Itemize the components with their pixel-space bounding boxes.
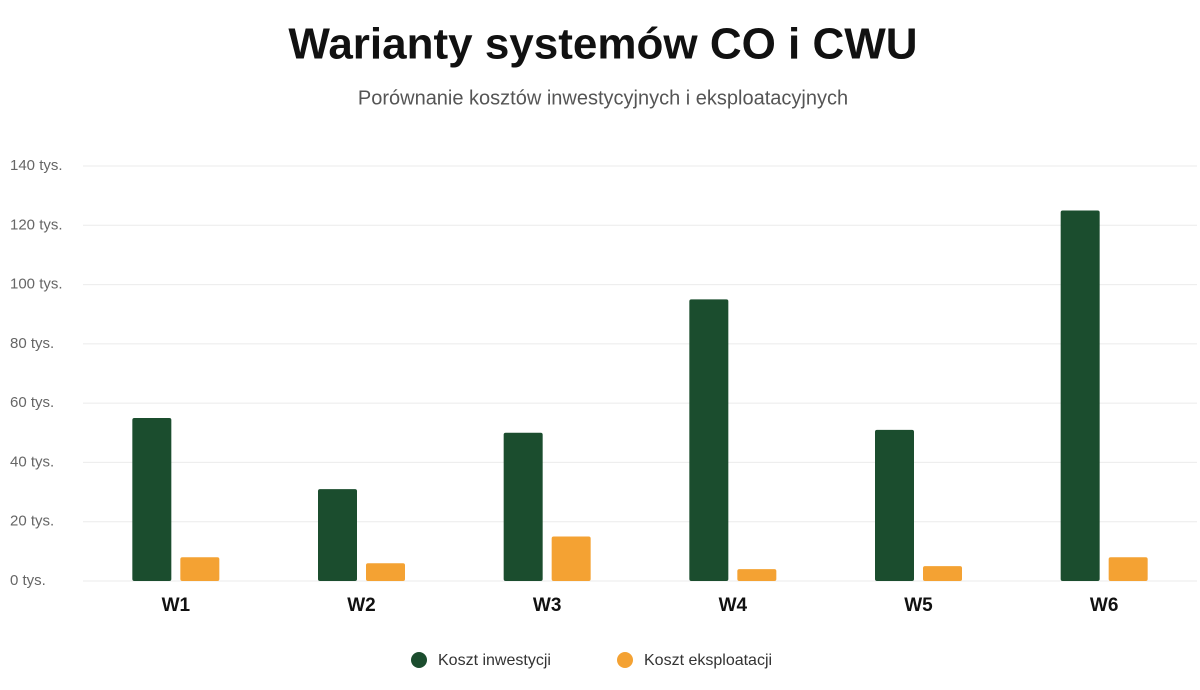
- y-tick-label: 20 tys.: [10, 513, 54, 530]
- x-tick-label: W2: [347, 595, 376, 616]
- y-tick-label: 40 tys.: [10, 453, 54, 470]
- y-tick-label: 0 tys.: [10, 572, 46, 589]
- bar: [180, 557, 220, 581]
- bar: [737, 569, 777, 581]
- x-tick-label: W6: [1090, 595, 1119, 616]
- legend-label: Koszt inwestycji: [438, 652, 551, 669]
- x-tick-label: W5: [904, 595, 933, 616]
- bar: [875, 429, 914, 581]
- x-tick-label: W4: [719, 595, 748, 616]
- bar: [366, 563, 405, 581]
- bar: [1060, 210, 1100, 581]
- bar: [551, 536, 591, 581]
- x-tick-label: W1: [162, 595, 191, 616]
- chart-title: Warianty systemów CO i CWU: [288, 20, 917, 69]
- bar: [132, 417, 172, 581]
- bar: [1108, 557, 1148, 581]
- legend-marker: [411, 652, 427, 668]
- bar: [318, 489, 357, 581]
- legend-marker: [617, 652, 633, 668]
- y-tick-label: 100 tys.: [10, 276, 63, 293]
- bar: [503, 432, 543, 581]
- chart-subtitle: Porównanie kosztów inwestycyjnych i eksp…: [358, 87, 848, 109]
- bar: [689, 299, 729, 581]
- legend-label: Koszt eksploatacji: [644, 652, 772, 669]
- y-tick-label: 140 tys.: [10, 157, 63, 174]
- y-tick-label: 60 tys.: [10, 394, 54, 411]
- y-tick-label: 120 tys.: [10, 216, 63, 233]
- y-tick-label: 80 tys.: [10, 335, 54, 352]
- bar: [923, 566, 962, 581]
- x-tick-label: W3: [533, 595, 562, 616]
